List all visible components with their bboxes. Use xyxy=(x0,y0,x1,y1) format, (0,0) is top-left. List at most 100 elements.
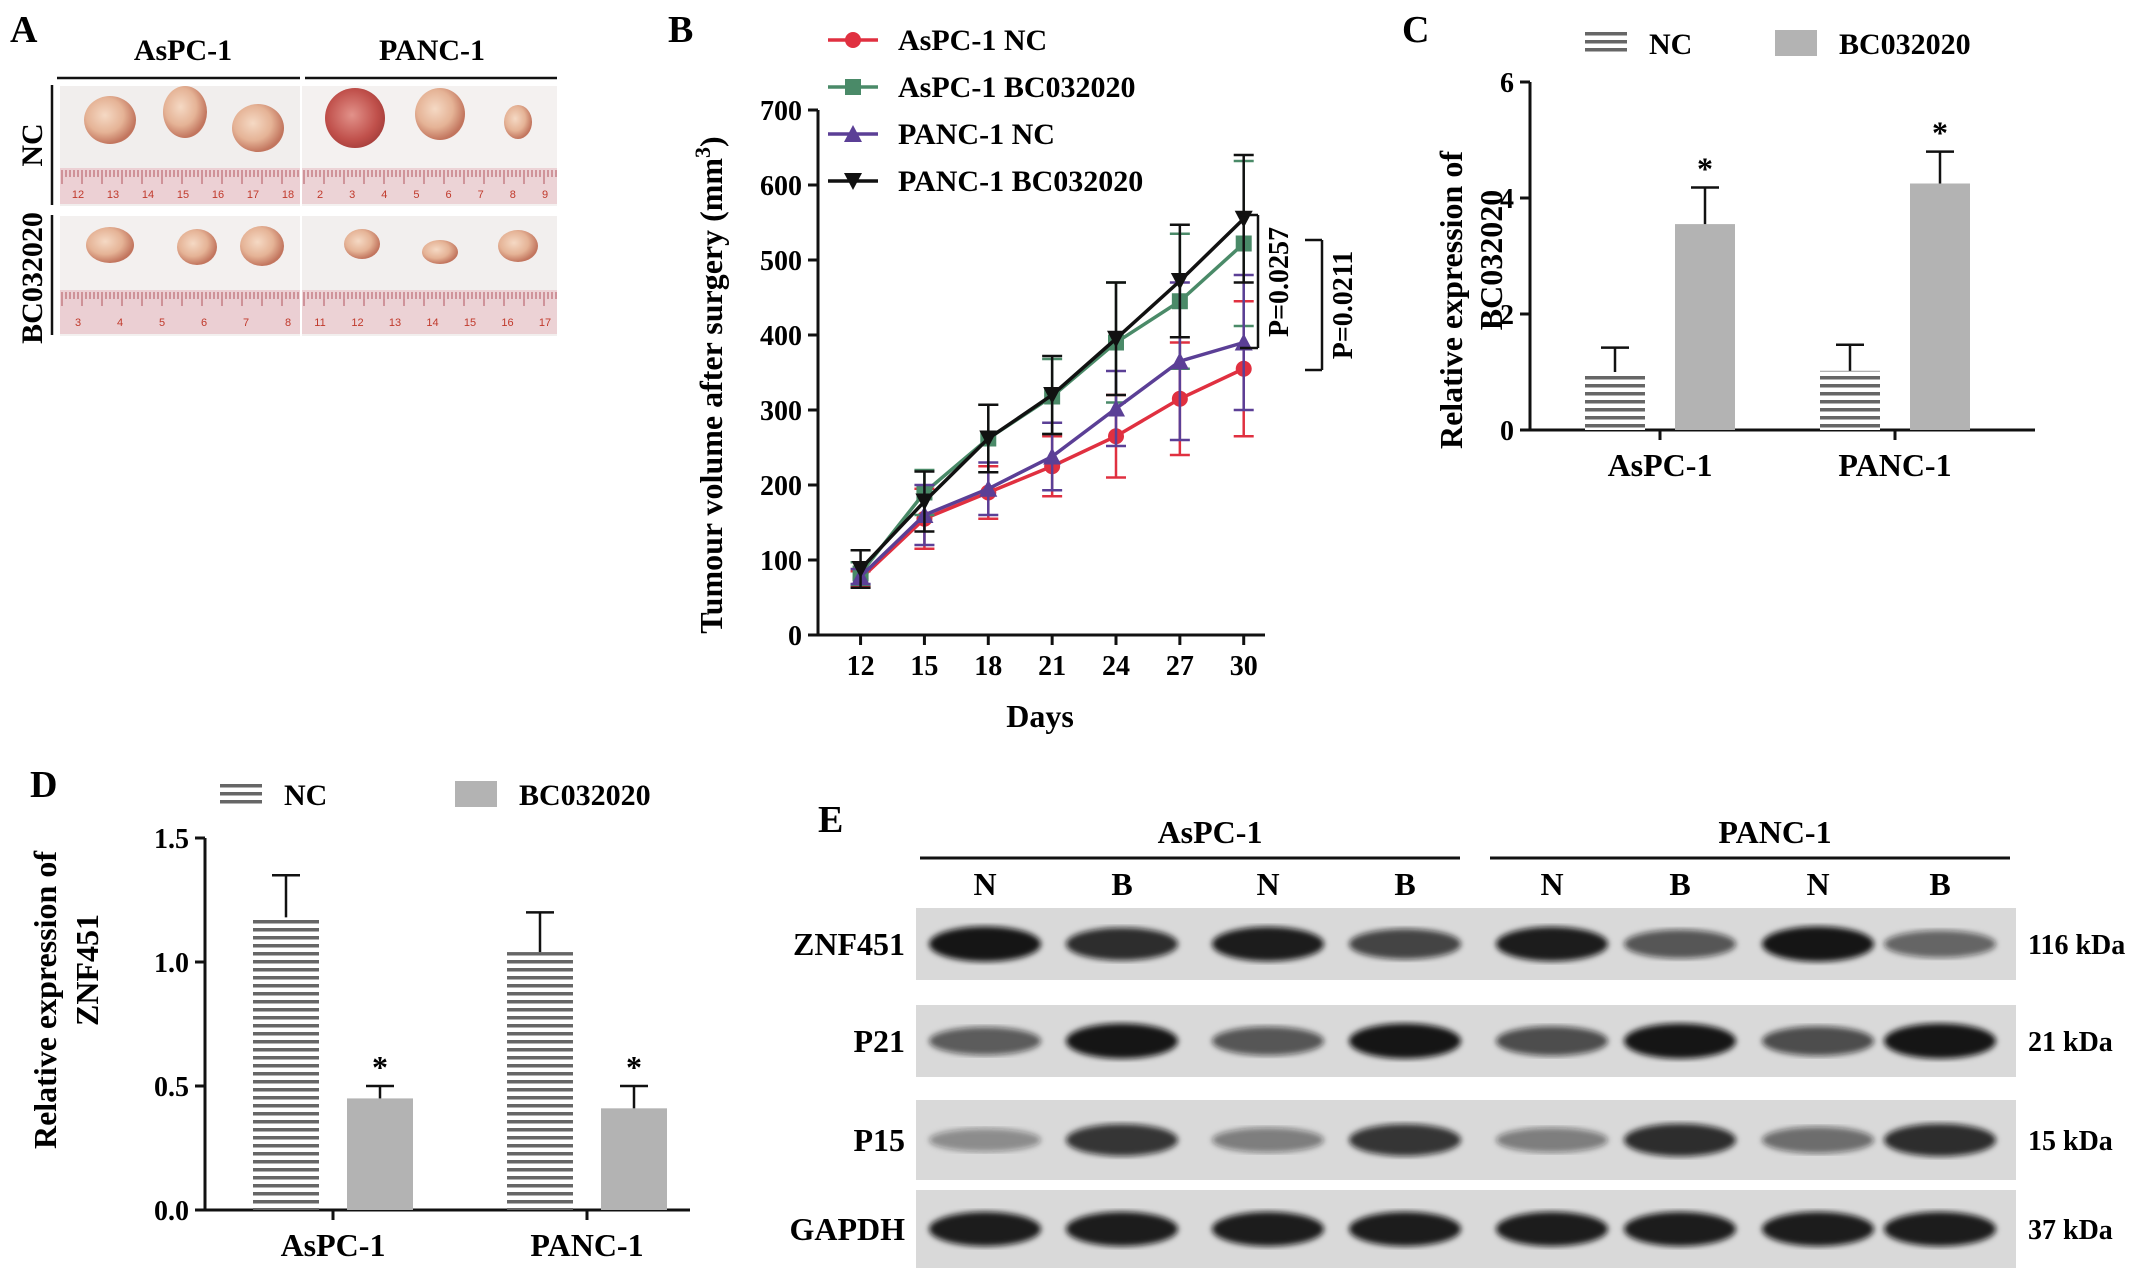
ruler-number: 17 xyxy=(247,189,259,201)
blot-band xyxy=(1212,1127,1324,1153)
chart-d-bar xyxy=(347,1098,413,1210)
panel-a-letter: A xyxy=(10,9,38,51)
blot-band xyxy=(1624,929,1736,959)
ruler-ticks xyxy=(61,170,557,306)
blot-band xyxy=(1066,927,1178,961)
ruler-number: 17 xyxy=(539,317,551,329)
chart-b-point xyxy=(1043,447,1062,465)
chart-c-bar xyxy=(1820,370,1880,430)
panel-a-col-panc1: PANC-1 xyxy=(379,34,485,67)
tumor xyxy=(232,104,284,152)
chart-b-point xyxy=(1107,330,1125,348)
blot-protein-label: ZNF451 xyxy=(793,926,905,962)
chart-b-ylabel: Tumour volume after surgery (mm3) xyxy=(690,136,729,633)
chart-b-x-tick-label: 27 xyxy=(1166,651,1194,682)
chart-d-bar xyxy=(253,917,319,1210)
ruler-number: 4 xyxy=(117,317,123,329)
chart-b-y-tick-label: 700 xyxy=(760,96,802,127)
chart-c-category-label: PANC-1 xyxy=(1838,447,1951,483)
chart-b-legend: AsPC-1 NC AsPC-1 BC032020 PANC-1 NC PANC-1 … xyxy=(828,24,1143,198)
chart-d-significance-star: * xyxy=(626,1049,642,1085)
chart-d-ylabel-line2: ZNF451 xyxy=(69,914,105,1026)
blot-band xyxy=(1212,1026,1324,1056)
blot-band xyxy=(1349,1211,1461,1247)
chart-b-legend-label: PANC-1 BC032020 xyxy=(898,165,1143,198)
blot-band xyxy=(1624,1123,1736,1157)
chart-b-legend-label: PANC-1 NC xyxy=(898,118,1055,151)
chart-c-legend-swatch xyxy=(1585,30,1627,56)
panel-a-col-aspc1: AsPC-1 xyxy=(134,34,232,67)
chart-c-y-tick-label: 4 xyxy=(1500,184,1514,215)
ruler-number: 12 xyxy=(72,189,84,201)
chart-b-series xyxy=(850,153,1254,589)
chart-b-point xyxy=(979,430,998,448)
chart-d-y-tick-label: 1.0 xyxy=(154,948,189,979)
chart-d-legend-swatch xyxy=(220,781,262,807)
chart-b-legend-marker xyxy=(845,79,861,95)
chart-b-xlabel: Days xyxy=(1006,698,1074,734)
blot-band xyxy=(929,926,1041,962)
chart-c-y-tick-label: 6 xyxy=(1500,68,1514,99)
chart-c-significance-star: * xyxy=(1932,115,1948,151)
panel-b: B 0 100 200 300 400 500 600 700 12 15 18 21 24 27 30 As… xyxy=(668,9,1359,734)
blot-lane-label: B xyxy=(1394,866,1415,902)
chart-d-ylabel-line1: Relative expression of xyxy=(27,851,63,1149)
chart-c-significance-star: * xyxy=(1697,151,1713,187)
chart-b-legend-label: AsPC-1 NC xyxy=(898,24,1047,57)
blot-lane-label: B xyxy=(1669,866,1690,902)
ruler-number: 5 xyxy=(413,189,419,201)
ruler-number: 15 xyxy=(177,189,189,201)
chart-c-legend-swatch xyxy=(1775,30,1817,56)
blot-band xyxy=(1762,926,1874,962)
blot-band xyxy=(929,1211,1041,1247)
blot-protein-label: P15 xyxy=(853,1122,905,1158)
pvalue-label-2: P=0.0211 xyxy=(1328,251,1359,360)
blot-row-p15: P15 15 kDa xyxy=(853,1100,2113,1180)
tumor xyxy=(415,88,465,140)
panel-d-letter: D xyxy=(30,764,57,806)
ruler-number: 14 xyxy=(142,189,154,201)
chart-b-x-tick-label: 12 xyxy=(847,651,875,682)
blot-protein-label: P21 xyxy=(853,1023,905,1059)
ruler-number: 9 xyxy=(542,189,548,201)
chart-c-y-tick-label: 0 xyxy=(1500,416,1514,447)
panel-a-row-nc: NC xyxy=(16,123,49,166)
ruler-number: 11 xyxy=(314,317,325,329)
chart-c-ylabel-line2: BC032020 xyxy=(1473,190,1509,330)
blot-kda-label: 15 kDa xyxy=(2028,1126,2113,1157)
panel-e-letter: E xyxy=(818,799,843,841)
bar-chart-c: 0 2 4 6 AsPC-1 * PANC-1 * NC BC032020 xyxy=(1500,28,2035,483)
tumor xyxy=(86,227,134,263)
tumor xyxy=(422,240,458,264)
chart-d-legend-label: NC xyxy=(284,779,327,812)
ruler-aspc1-bc xyxy=(60,290,300,334)
chart-d-bar xyxy=(601,1108,667,1210)
chart-b-point xyxy=(979,479,998,497)
chart-d-legend-swatch xyxy=(455,781,497,807)
chart-d-legend-label: BC032020 xyxy=(519,779,651,812)
chart-b-y-tick-label: 500 xyxy=(760,246,802,277)
chart-b-y-tick-label: 600 xyxy=(760,171,802,202)
chart-d-significance-star: * xyxy=(372,1049,388,1085)
panel-a-row-bc032020: BC032020 xyxy=(16,212,49,344)
chart-b-y-tick-label: 300 xyxy=(760,396,802,427)
chart-b-x-tick-label: 18 xyxy=(974,651,1002,682)
bar-chart-d: 0.0 0.5 1.0 1.5 AsPC-1 * PANC-1 * NC BC032020 xyxy=(154,779,690,1263)
blot-band xyxy=(1884,1023,1996,1059)
chart-b-point xyxy=(1234,333,1253,351)
chart-b-y-tick-label: 0 xyxy=(788,621,802,652)
tumor xyxy=(163,86,207,138)
panel-e: E AsPC-1 PANC-1 N B N B N B N B ZNF451 116 kDa P2… xyxy=(789,799,2125,1268)
blot-kda-label: 116 kDa xyxy=(2028,930,2125,961)
panel-d: D 0.0 0.5 1.0 1.5 AsPC-1 * PANC-1 * NC BC032020 R… xyxy=(27,764,690,1263)
chart-d-y-tick-label: 0.0 xyxy=(154,1196,189,1227)
chart-d-category-label: AsPC-1 xyxy=(281,1227,386,1263)
chart-b-x-tick-label: 15 xyxy=(910,651,938,682)
panel-a: A AsPC-1 PANC-1 NC BC032020 12 13 14 15 16 17… xyxy=(10,9,557,344)
chart-c-bar xyxy=(1675,224,1735,430)
ruler-number: 16 xyxy=(501,317,513,329)
blot-lane-label: N xyxy=(973,866,996,902)
blot-band xyxy=(1762,1211,1874,1247)
chart-b-point xyxy=(851,561,870,578)
